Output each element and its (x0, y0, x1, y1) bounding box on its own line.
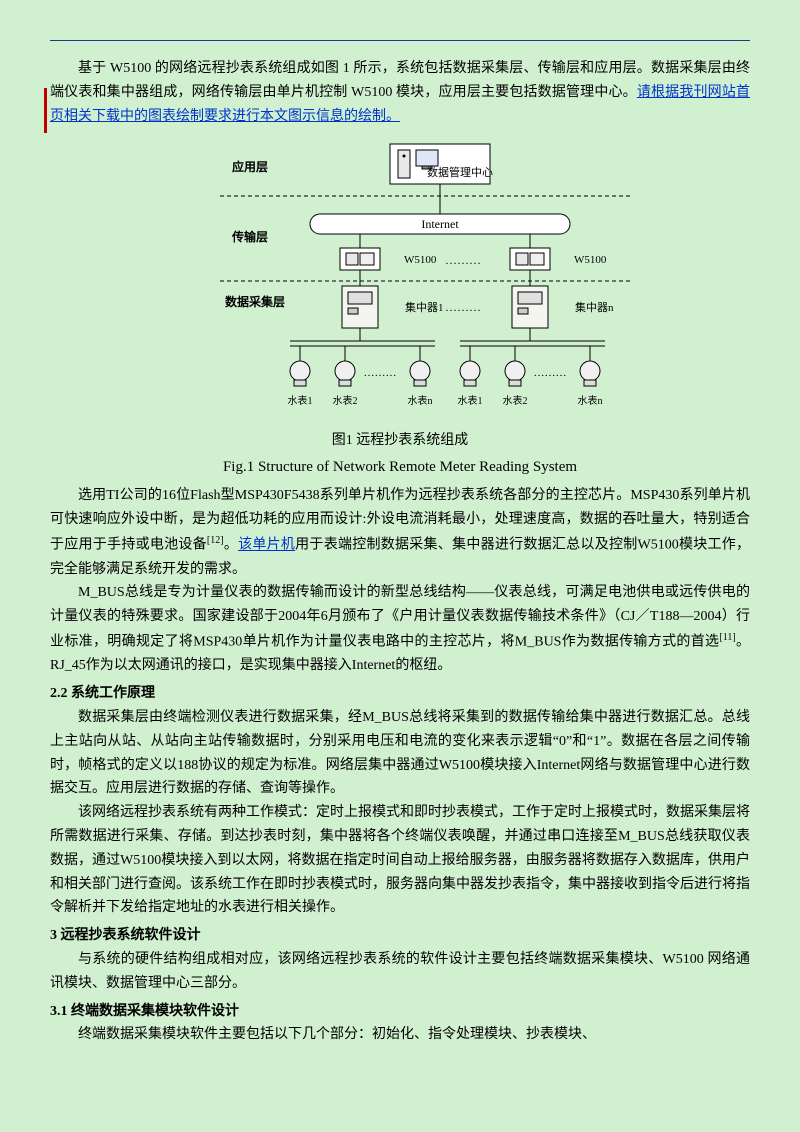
concentrator-n: 集中器n (512, 286, 614, 328)
figure-1: 应用层 传输层 数据采集层 数据管理中心 Internet (50, 136, 750, 425)
meters-left: 水表1 水表2 ……… 水表n (288, 346, 433, 407)
para2-link[interactable]: 该单片机 (238, 538, 295, 553)
svg-text:水表n: 水表n (408, 394, 433, 407)
concentrator-1: 集中器1 (342, 286, 444, 328)
paragraph-6: 与系统的硬件结构组成相对应，该网络远程抄表系统的软件设计主要包括终端数据采集模块… (50, 948, 750, 996)
dots-mid: ……… (445, 253, 481, 267)
label-w5100-2: W5100 (574, 254, 607, 266)
label-w5100-1: W5100 (404, 254, 437, 266)
svg-text:水表n: 水表n (578, 394, 603, 407)
figure-caption-en: Fig.1 Structure of Network Remote Meter … (50, 455, 750, 481)
revision-mark (44, 88, 47, 133)
svg-text:水表2: 水表2 (503, 394, 528, 407)
label-data-layer: 数据采集层 (225, 294, 285, 309)
top-rule (50, 40, 750, 41)
svg-text:水表1: 水表1 (458, 394, 483, 407)
paragraph-3: M_BUS总线是专为计量仪表的数据传输而设计的新型总线结构——仪表总线，可满足电… (50, 581, 750, 678)
section-3-1: 3.1 终端数据采集模块软件设计 (50, 1000, 750, 1024)
meters-right: 水表1 水表2 ……… 水表n (458, 346, 603, 407)
section-2-2: 2.2 系统工作原理 (50, 682, 750, 706)
label-concn: 集中器n (575, 300, 614, 314)
w5100-right: W5100 (510, 248, 607, 270)
paragraph-4: 数据采集层由终端检测仪表进行数据采集，经M_BUS总线将采集到的数据传输给集中器… (50, 706, 750, 801)
figure-caption-cn: 图1 远程抄表系统组成 (50, 429, 750, 453)
label-internet: Internet (421, 217, 459, 231)
section-3: 3 远程抄表系统软件设计 (50, 924, 750, 948)
dots-conc: ……… (445, 300, 481, 314)
page-container: 基于 W5100 的网络远程抄表系统组成如图 1 所示，系统包括数据采集层、传输… (0, 0, 800, 1087)
svg-text:………: ……… (364, 367, 397, 379)
paragraph-2: 选用TI公司的16位Flash型MSP430F5438系列单片机作为远程抄表系统… (50, 484, 750, 581)
paragraph-7: 终端数据采集模块软件主要包括以下几个部分：初始化、指令处理模块、抄表模块、 (50, 1023, 750, 1047)
svg-text:水表1: 水表1 (288, 394, 313, 407)
label-app-layer: 应用层 (232, 159, 268, 174)
w5100-left: W5100 (340, 248, 437, 270)
figure-svg: 应用层 传输层 数据采集层 数据管理中心 Internet (160, 136, 640, 416)
paragraph-1: 基于 W5100 的网络远程抄表系统组成如图 1 所示，系统包括数据采集层、传输… (50, 57, 750, 128)
label-conc1: 集中器1 (405, 300, 444, 314)
svg-text:水表2: 水表2 (333, 394, 358, 407)
svg-text:………: ……… (534, 367, 567, 379)
paragraph-5: 该网络远程抄表系统有两种工作模式：定时上报模式和即时抄表模式，工作于定时上报模式… (50, 801, 750, 920)
label-trans-layer: 传输层 (231, 229, 268, 244)
label-data-center: 数据管理中心 (427, 165, 493, 179)
